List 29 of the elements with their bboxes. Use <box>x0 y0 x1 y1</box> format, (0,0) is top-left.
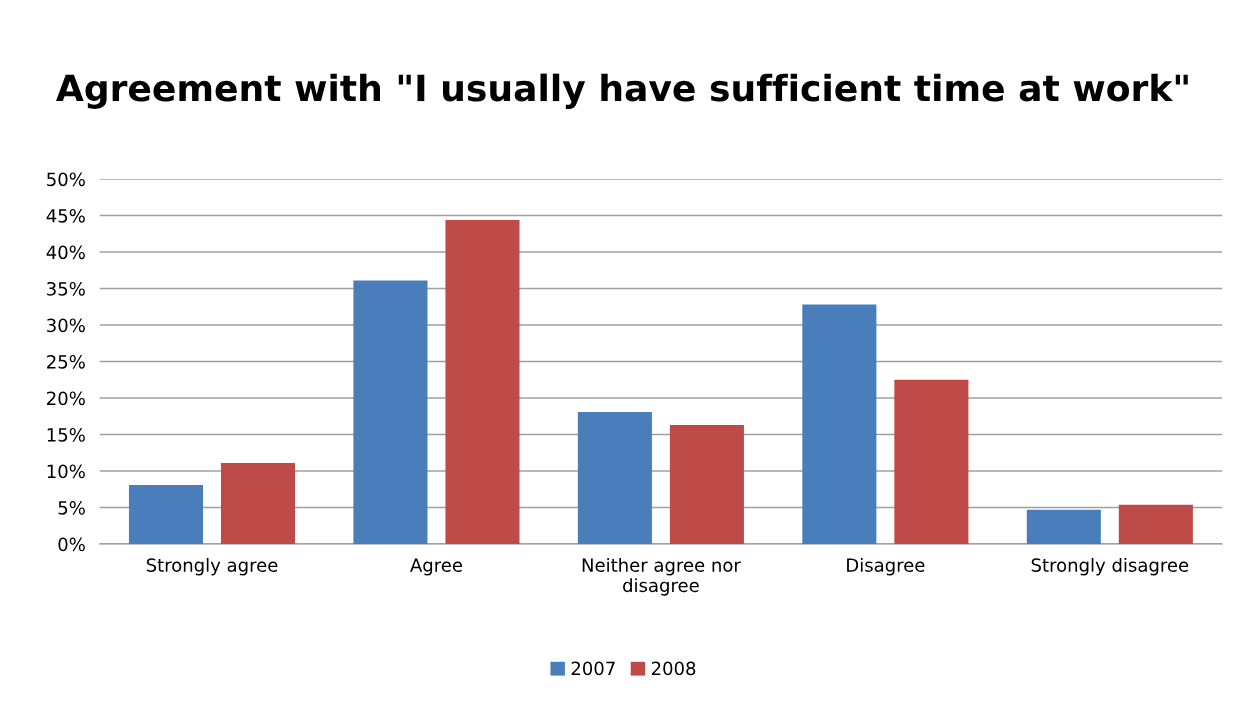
bar <box>1026 509 1101 545</box>
bar <box>220 463 296 545</box>
x-tick-label: Disagree <box>847 557 925 576</box>
y-tick-label: 35% <box>47 281 85 296</box>
y-tick-label: 50% <box>47 172 85 187</box>
chart-title: Agreement with "I usually have sufficient time at work" <box>56 73 1188 109</box>
y-tick-label: 45% <box>46 208 85 223</box>
x-tick-label: Agree <box>410 558 463 576</box>
y-tick-label: 0% <box>58 537 85 552</box>
bar <box>577 411 652 545</box>
bar <box>353 280 428 545</box>
legend-label: 2007 <box>571 661 615 676</box>
legend-label: 2008 <box>651 661 696 676</box>
bar <box>445 219 520 545</box>
x-tick-label: Strongly disagree <box>1031 557 1189 576</box>
x-tick-label: Neither agree nor disagree <box>582 557 741 596</box>
y-tick-label: 40% <box>46 245 85 260</box>
y-tick-label: 10% <box>47 464 85 479</box>
y-tick-label: 20% <box>47 391 85 406</box>
y-tick-label: 25% <box>47 354 85 369</box>
y-tick-label: 5% <box>58 501 85 515</box>
x-tick-label: Strongly agree <box>146 557 278 576</box>
y-tick-label: 30% <box>47 318 85 333</box>
bar <box>128 484 204 545</box>
bar <box>894 379 969 545</box>
bar <box>802 304 877 545</box>
y-tick-label: 15% <box>47 428 85 442</box>
bar <box>669 425 744 545</box>
bar <box>1118 504 1193 545</box>
